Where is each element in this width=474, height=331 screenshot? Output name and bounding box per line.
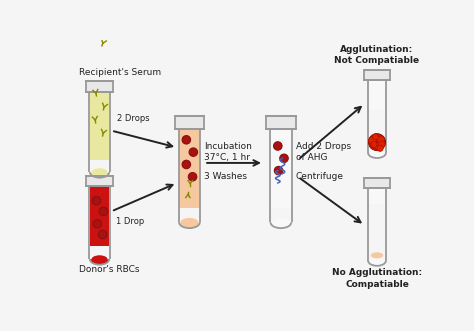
Circle shape xyxy=(371,141,377,148)
Text: Centrifuge: Centrifuge xyxy=(296,172,344,181)
Bar xyxy=(179,129,200,208)
Ellipse shape xyxy=(90,254,109,265)
Bar xyxy=(266,116,296,129)
Ellipse shape xyxy=(271,216,292,228)
Bar xyxy=(368,188,386,204)
Circle shape xyxy=(373,134,379,140)
Circle shape xyxy=(377,145,383,151)
Circle shape xyxy=(378,141,385,148)
Bar xyxy=(368,80,386,84)
Bar xyxy=(271,129,292,208)
Text: 1 Drop: 1 Drop xyxy=(116,217,144,226)
Text: Incubation
37°C, 1 hr: Incubation 37°C, 1 hr xyxy=(204,142,252,162)
Bar xyxy=(179,129,200,133)
Bar xyxy=(90,92,109,97)
Ellipse shape xyxy=(90,166,109,178)
Bar xyxy=(90,186,109,191)
Circle shape xyxy=(188,172,197,181)
Text: No Agglutination:
Compatiable: No Agglutination: Compatiable xyxy=(332,268,422,289)
Circle shape xyxy=(92,196,100,205)
Circle shape xyxy=(99,230,107,239)
Circle shape xyxy=(274,166,283,175)
Circle shape xyxy=(189,148,198,156)
Text: Recipient's Serum: Recipient's Serum xyxy=(80,69,162,77)
Text: Donor's RBCs: Donor's RBCs xyxy=(80,265,140,274)
Bar xyxy=(365,177,390,188)
Circle shape xyxy=(374,143,381,149)
Bar xyxy=(368,188,386,192)
Circle shape xyxy=(377,136,385,144)
Circle shape xyxy=(99,207,108,216)
Ellipse shape xyxy=(368,148,386,158)
Circle shape xyxy=(368,134,385,151)
Circle shape xyxy=(368,137,376,144)
Ellipse shape xyxy=(371,252,383,259)
Bar xyxy=(271,129,292,133)
Text: Agglutination:
Not Compatiable: Agglutination: Not Compatiable xyxy=(335,45,419,65)
Circle shape xyxy=(93,219,101,228)
Bar xyxy=(368,80,386,109)
Text: 2 Drops: 2 Drops xyxy=(118,114,150,122)
Text: 3 Washes: 3 Washes xyxy=(204,172,247,181)
Ellipse shape xyxy=(179,216,200,228)
Circle shape xyxy=(182,160,191,169)
Bar xyxy=(175,116,204,129)
Circle shape xyxy=(182,136,191,144)
Bar xyxy=(86,176,113,186)
Bar xyxy=(90,92,109,160)
Text: Add 2 Drops
of AHG: Add 2 Drops of AHG xyxy=(296,142,351,162)
Bar xyxy=(86,81,113,92)
Circle shape xyxy=(273,142,282,150)
Circle shape xyxy=(280,154,288,163)
Bar xyxy=(90,186,109,246)
Ellipse shape xyxy=(368,256,386,266)
Bar xyxy=(365,70,390,80)
